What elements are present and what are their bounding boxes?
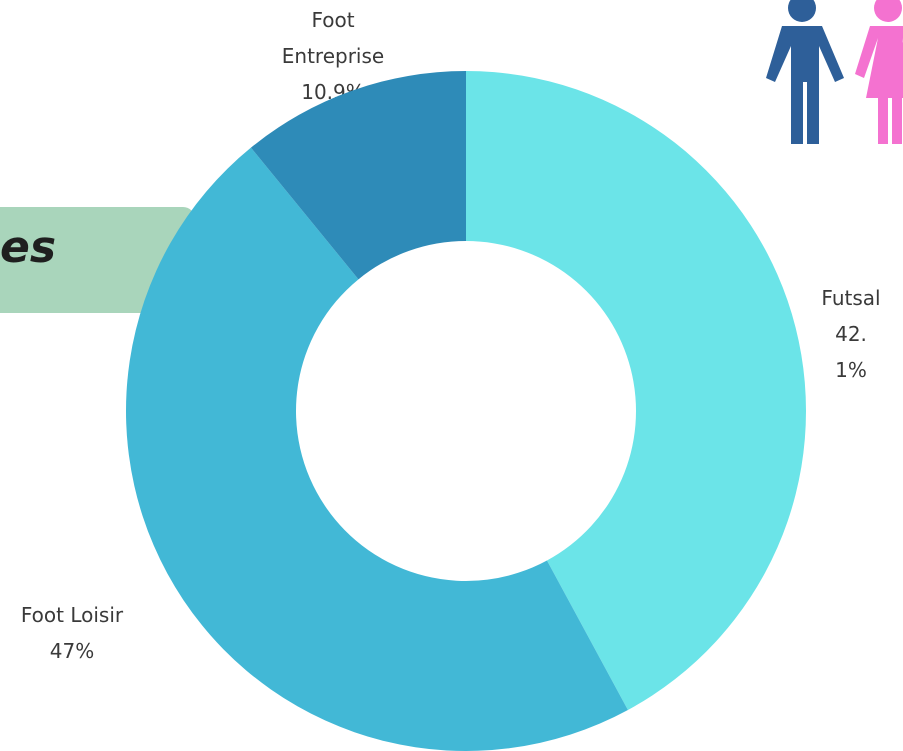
donut-slice [126, 147, 628, 751]
people-icon [766, 0, 903, 144]
slice-value: 42.1% [835, 322, 867, 382]
slice-label-group: Foot Loisir 47% [2, 597, 142, 669]
slice-name: Foot Entreprise [281, 8, 385, 68]
slice-name: Foot Loisir [20, 603, 124, 627]
slice-label-group: Futsal 42.1% [811, 280, 891, 388]
slice-value: 47% [49, 639, 95, 663]
donut-slice [250, 71, 466, 280]
donut-slice [466, 71, 806, 710]
banner-text: es [0, 222, 57, 273]
slice-name: Futsal [821, 286, 881, 310]
